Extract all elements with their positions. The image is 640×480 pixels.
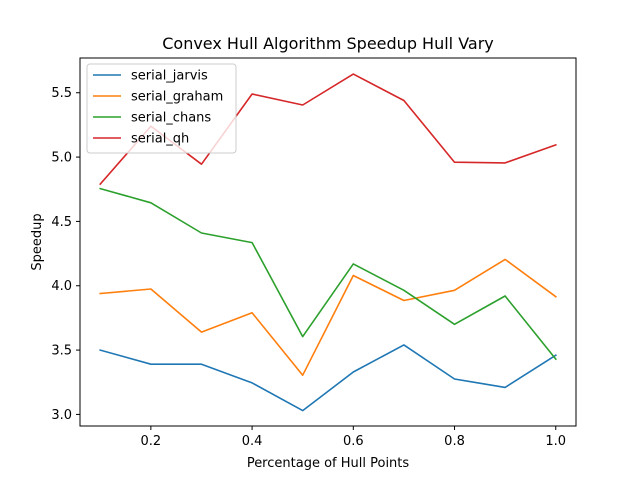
y-tick-label: 4.0	[51, 279, 72, 294]
legend-label-serial_graham: serial_graham	[131, 90, 223, 105]
series-line-serial_jarvis	[99, 344, 557, 412]
legend-label-serial_jarvis: serial_jarvis	[131, 69, 208, 84]
y-tick-label: 4.5	[51, 215, 72, 230]
x-tick-label: 0.2	[141, 434, 162, 449]
x-tick-label: 0.8	[444, 434, 465, 449]
plot-area-frame	[79, 57, 577, 427]
x-tick-label: 0.4	[242, 434, 263, 449]
legend-box	[86, 63, 237, 154]
x-tick-label: 0.6	[343, 434, 364, 449]
y-axis: 3.0 3.5 4.0 4.5 5.0 5.5	[51, 86, 80, 423]
y-tick-label: 3.5	[51, 344, 72, 359]
legend-label-serial_qh: serial_qh	[131, 132, 189, 147]
chart-title: Convex Hull Algorithm Speedup Hull Vary	[162, 34, 494, 53]
series-line-serial_graham	[99, 258, 557, 377]
y-tick-label: 5.5	[51, 86, 72, 101]
x-axis: 0.2 0.4 0.6 0.8 1.0	[141, 426, 566, 449]
legend: serial_jarvis serial_graham serial_chansse…	[86, 63, 237, 154]
series-line-serial_chans	[99, 187, 557, 361]
x-axis-label: Percentage of Hull Points	[247, 456, 410, 471]
y-axis-label: Speedup	[30, 213, 45, 270]
y-tick-label: 3.0	[51, 408, 72, 423]
x-tick-label: 1.0	[545, 434, 566, 449]
y-tick-label: 5.0	[51, 151, 72, 166]
legend-label-serial_chans: serial_chans	[131, 111, 211, 126]
